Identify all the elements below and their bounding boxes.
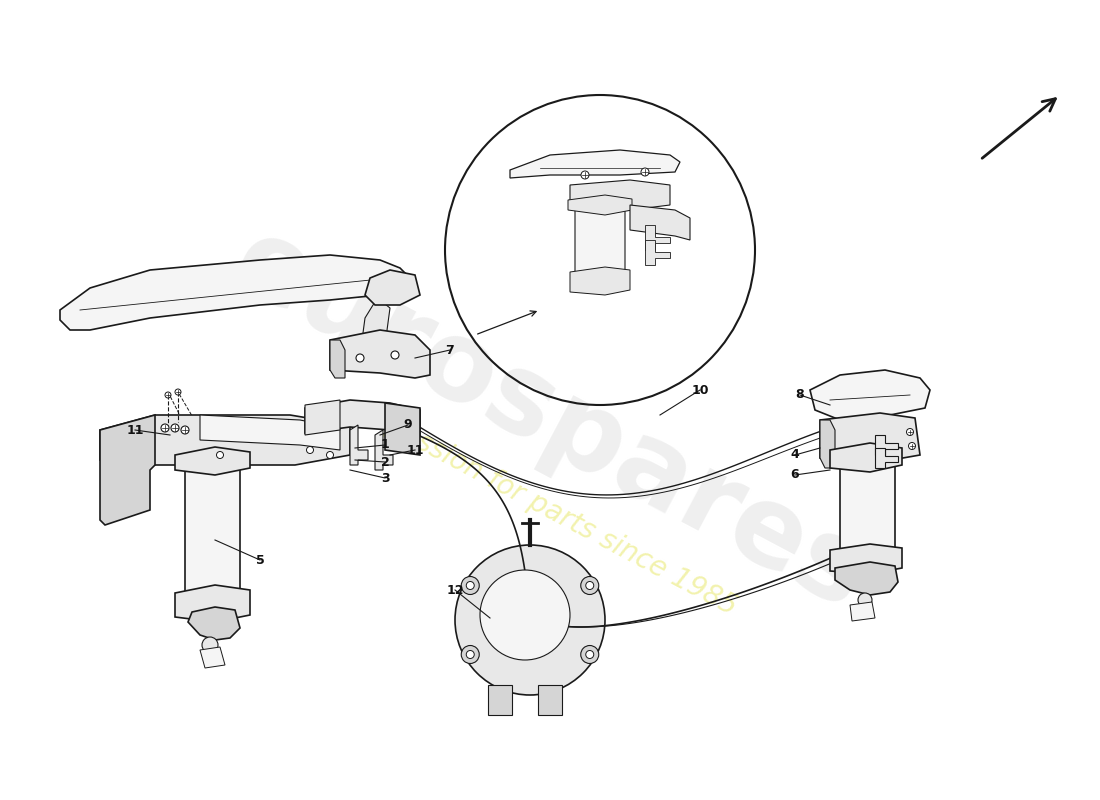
Polygon shape [830,544,902,574]
Circle shape [327,451,333,458]
Text: eurospares: eurospares [214,208,886,632]
Circle shape [175,389,182,395]
Text: 4: 4 [791,449,800,462]
Circle shape [461,646,480,663]
Circle shape [356,354,364,362]
Text: 10: 10 [691,383,708,397]
Circle shape [466,650,474,658]
Circle shape [466,582,474,590]
Polygon shape [360,300,390,360]
Text: 11: 11 [126,423,144,437]
Polygon shape [365,270,420,305]
Text: 6: 6 [791,469,800,482]
Polygon shape [185,458,240,607]
Text: 2: 2 [381,455,389,469]
Polygon shape [820,420,835,468]
Circle shape [581,646,598,663]
Polygon shape [850,602,875,621]
Circle shape [170,424,179,432]
Polygon shape [375,430,393,470]
Circle shape [581,171,589,179]
Polygon shape [510,150,680,178]
Circle shape [202,637,218,653]
Polygon shape [330,340,345,378]
Polygon shape [175,447,250,475]
Circle shape [586,650,594,658]
Polygon shape [200,647,225,668]
Circle shape [581,577,598,594]
Circle shape [161,424,169,432]
Polygon shape [175,585,250,622]
Polygon shape [100,415,350,465]
Circle shape [641,168,649,176]
Circle shape [480,570,570,660]
Circle shape [461,577,480,594]
Text: 7: 7 [446,343,454,357]
Circle shape [217,451,223,458]
Circle shape [307,446,314,454]
Text: 9: 9 [404,418,412,431]
Polygon shape [188,607,240,640]
Polygon shape [305,400,340,435]
Circle shape [906,429,913,435]
Polygon shape [330,330,430,378]
Polygon shape [645,240,670,265]
Circle shape [455,545,605,695]
Text: 3: 3 [381,471,389,485]
Circle shape [165,392,170,398]
Text: a passion for parts since 1985: a passion for parts since 1985 [359,399,741,621]
Polygon shape [570,180,670,210]
Polygon shape [488,685,512,715]
Polygon shape [385,403,420,455]
Text: 11: 11 [406,443,424,457]
Polygon shape [840,454,895,567]
Polygon shape [305,400,420,435]
Text: 5: 5 [255,554,264,566]
Polygon shape [568,195,632,215]
Polygon shape [830,443,902,472]
Polygon shape [575,205,625,285]
Polygon shape [60,255,410,330]
Text: 8: 8 [795,389,804,402]
Polygon shape [810,370,930,420]
Polygon shape [874,448,898,468]
Circle shape [586,582,594,590]
Polygon shape [630,205,690,240]
Circle shape [858,593,872,607]
Text: 1: 1 [381,438,389,451]
Circle shape [909,442,915,450]
Polygon shape [100,415,155,525]
Polygon shape [820,413,920,462]
Circle shape [390,351,399,359]
Polygon shape [874,435,898,455]
Polygon shape [538,685,562,715]
Polygon shape [200,415,340,450]
Polygon shape [835,562,898,595]
Polygon shape [570,267,630,295]
Text: 12: 12 [447,583,464,597]
Polygon shape [350,425,368,465]
Polygon shape [645,225,670,250]
Circle shape [182,426,189,434]
